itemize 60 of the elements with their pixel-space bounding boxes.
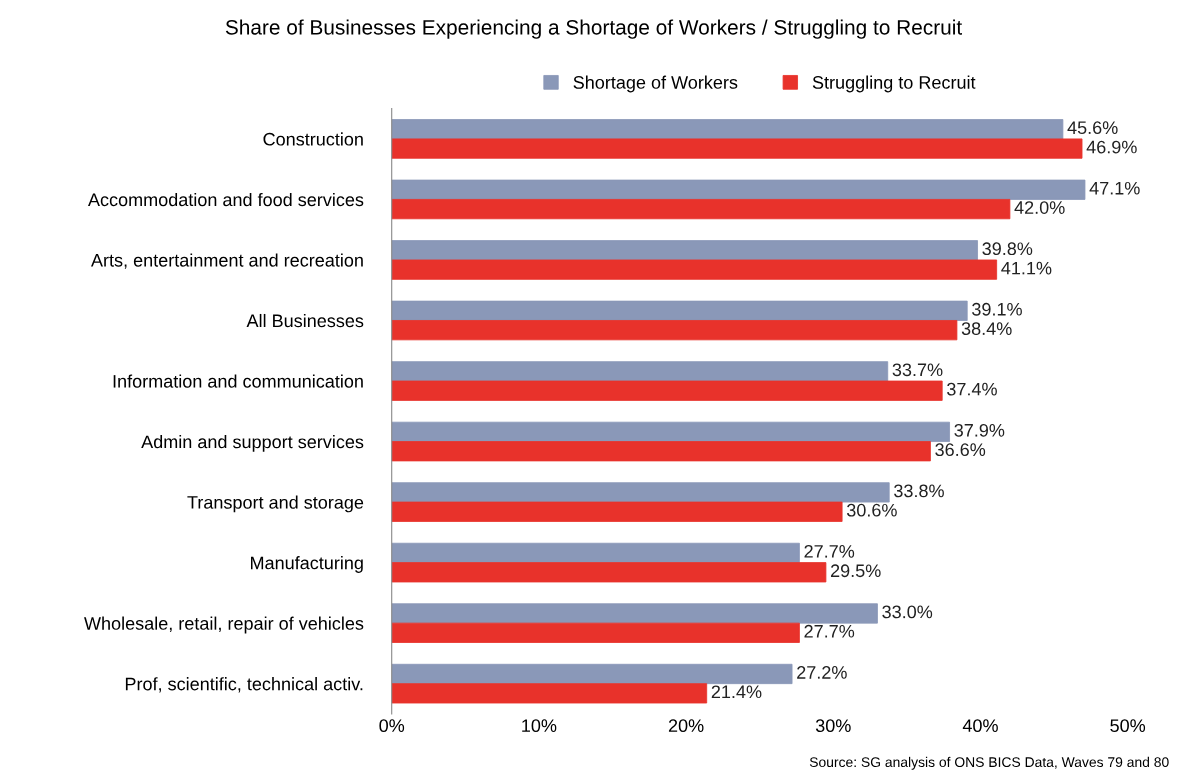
x-tick-label: 40% xyxy=(962,719,998,733)
data-label: 37.4% xyxy=(947,382,997,396)
x-tick-label: 30% xyxy=(815,719,851,733)
data-label: 36.6% xyxy=(935,443,986,457)
y-tick-label: Manufacturing xyxy=(251,556,363,573)
data-label: 30.6% xyxy=(846,503,897,517)
data-label: 46.9% xyxy=(1086,140,1137,154)
y-tick-label: Construction xyxy=(263,132,363,146)
data-label: 33.7% xyxy=(892,363,943,377)
bar xyxy=(391,441,931,462)
x-tick-label: 10% xyxy=(522,719,557,733)
y-tick-label: All Businesses xyxy=(246,313,364,328)
x-tick-label: 50% xyxy=(1110,719,1146,733)
data-label: 38.4% xyxy=(961,322,1012,336)
bar xyxy=(391,320,958,341)
bar xyxy=(391,562,827,583)
bar xyxy=(391,501,843,522)
chart-title: Share of Businesses Experiencing a Shortage of Workers / Struggling to Recruit xyxy=(225,19,963,39)
legend-label: Struggling to Recruit xyxy=(812,75,976,93)
y-tick-label: Transport and storage xyxy=(187,495,364,513)
bar xyxy=(391,119,1064,140)
bar xyxy=(391,179,1086,200)
data-label: 39.1% xyxy=(972,302,1022,316)
data-label: 27.7% xyxy=(804,624,855,638)
y-tick-label: Admin and support services xyxy=(141,435,364,452)
source-note: Source: SG analysis of ONS BICS Data, Waves 79 and 80 xyxy=(809,756,1169,770)
bar xyxy=(391,421,950,442)
bar xyxy=(391,361,889,382)
bar xyxy=(391,683,708,704)
bar xyxy=(391,603,878,624)
data-label: 21.4% xyxy=(711,685,762,699)
bar xyxy=(391,138,1083,159)
y-tick-label: Arts, entertainment and recreation xyxy=(91,253,363,269)
legend-label: Shortage of Workers xyxy=(573,75,738,93)
bar xyxy=(391,542,800,564)
data-label: 45.6% xyxy=(1067,121,1118,135)
data-label: 41.1% xyxy=(1001,261,1052,275)
bar xyxy=(391,259,998,280)
bar xyxy=(391,199,1011,220)
bar xyxy=(391,380,943,401)
y-tick-label: Prof, scientific, technical activ. xyxy=(125,677,363,693)
data-label: 39.8% xyxy=(982,242,1033,256)
y-tick-label: Information and communication xyxy=(113,374,363,388)
x-tick-label: 20% xyxy=(668,719,704,733)
bar xyxy=(391,240,978,261)
bar xyxy=(391,622,800,643)
bar xyxy=(391,300,968,321)
data-label: 47.1% xyxy=(1089,181,1140,195)
y-tick-label: Accommodation and food services xyxy=(88,192,364,207)
data-label: 27.7% xyxy=(804,544,855,558)
bar xyxy=(391,663,793,685)
bar xyxy=(391,482,890,503)
data-label: 33.8% xyxy=(894,484,944,498)
data-label: 33.0% xyxy=(882,605,933,619)
data-label: 27.2% xyxy=(797,666,847,679)
data-label: 42.0% xyxy=(1014,201,1065,214)
data-label: 29.5% xyxy=(830,564,881,578)
x-tick-label: 0% xyxy=(379,719,405,733)
y-tick-label: Wholesale, retail, repair of vehicles xyxy=(84,616,364,634)
data-label: 37.9% xyxy=(954,423,1005,437)
